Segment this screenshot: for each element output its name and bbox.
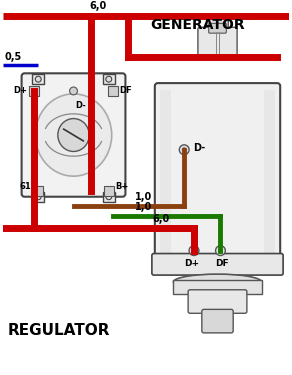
Circle shape [192,249,196,253]
Ellipse shape [58,118,89,152]
Circle shape [182,148,186,152]
Text: D+: D+ [185,260,200,268]
Bar [32,74,44,84]
Text: 1,0: 1,0 [135,202,152,212]
Text: 6,0: 6,0 [89,1,107,10]
Circle shape [35,76,41,82]
Circle shape [189,246,199,255]
FancyBboxPatch shape [209,23,226,33]
Text: DF: DF [119,87,132,96]
Circle shape [106,194,112,200]
Bar [103,74,115,84]
Bar [32,192,44,202]
Circle shape [69,87,77,95]
Bar [108,86,118,96]
Bar [33,186,43,196]
Text: REGULATOR: REGULATOR [8,323,110,338]
Text: B+: B+ [116,182,129,191]
Text: 0,5: 0,5 [5,51,22,62]
FancyBboxPatch shape [202,309,233,333]
Circle shape [218,249,223,253]
Text: GENERATOR: GENERATOR [151,18,245,32]
Bar [103,192,115,202]
FancyBboxPatch shape [155,83,280,260]
Text: D-: D- [193,143,205,153]
Circle shape [35,194,41,200]
Text: D+: D+ [13,87,27,96]
Circle shape [179,145,189,154]
FancyBboxPatch shape [173,280,262,294]
Ellipse shape [173,274,262,290]
Bar [264,90,275,254]
FancyBboxPatch shape [198,27,237,58]
Ellipse shape [35,94,112,176]
Text: 61: 61 [20,182,32,191]
FancyBboxPatch shape [188,290,247,313]
Circle shape [215,246,225,255]
Text: D-: D- [75,101,86,110]
Text: 6,0: 6,0 [152,214,169,224]
Bar [104,186,114,196]
Text: DF: DF [215,260,229,268]
Text: 1,0: 1,0 [135,192,152,202]
FancyBboxPatch shape [152,254,283,275]
Bar [160,90,171,254]
FancyBboxPatch shape [207,15,228,28]
Circle shape [106,76,112,82]
FancyBboxPatch shape [22,74,126,197]
Bar [29,86,39,96]
